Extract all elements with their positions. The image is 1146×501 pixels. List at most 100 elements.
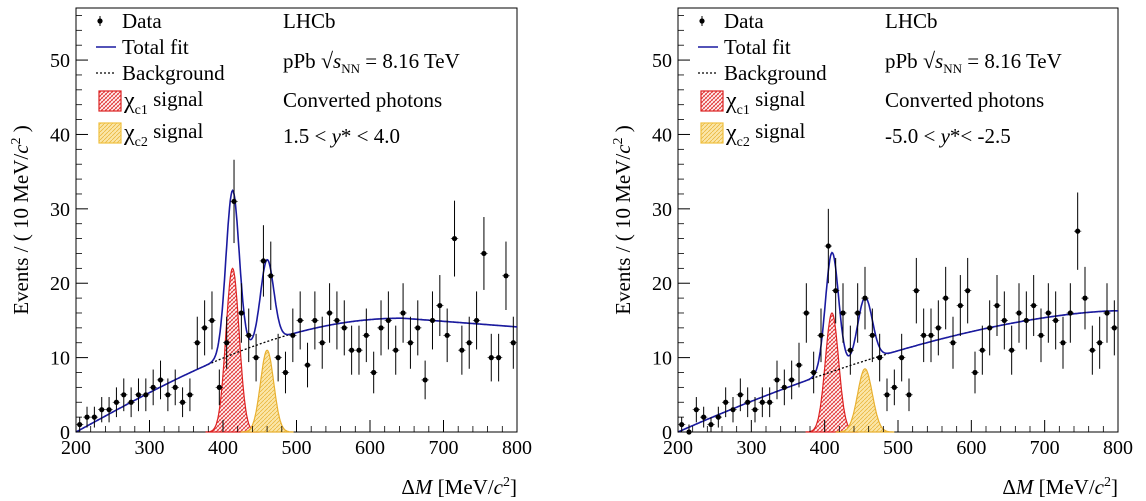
data-point — [481, 250, 487, 257]
data-point — [429, 317, 436, 324]
data-point — [275, 355, 281, 361]
data-point — [781, 384, 787, 390]
background-curve — [677, 310, 1118, 433]
data-point — [466, 340, 472, 346]
legend-label: Total fit — [724, 35, 791, 59]
y-tick-label: 20 — [652, 273, 672, 295]
legend-marker — [699, 18, 705, 24]
data-point — [1097, 340, 1103, 346]
y-tick-label: 40 — [50, 124, 70, 146]
data-point — [891, 384, 897, 390]
rapidity-range-label: 1.5 < y* < 4.0 — [283, 124, 400, 148]
data-point — [202, 325, 208, 331]
data-point — [899, 355, 905, 361]
chi-c1-signal-fill — [205, 267, 260, 433]
data-point — [444, 332, 450, 338]
data-point — [157, 377, 164, 383]
x-tick-label: 200 — [663, 437, 693, 459]
photon-type-label: Converted photons — [283, 88, 442, 112]
x-axis-title: ΔM [MeV/c2] — [1002, 475, 1118, 499]
data-point — [906, 392, 912, 398]
data-point — [737, 392, 743, 398]
data-point — [708, 421, 714, 428]
data-point — [913, 288, 919, 294]
data-point — [128, 399, 134, 405]
data-point — [789, 377, 795, 383]
data-point — [84, 414, 90, 420]
data-point — [774, 377, 780, 383]
data-point — [1082, 295, 1088, 301]
data-point — [451, 235, 458, 242]
legend-fill-swatch — [98, 90, 122, 112]
data-point — [510, 340, 516, 346]
data-point — [165, 392, 171, 398]
data-point — [723, 399, 729, 405]
data-point — [877, 355, 883, 361]
total-fit-curve — [75, 189, 518, 433]
x-tick-label: 300 — [135, 437, 165, 459]
y-tick-label: 10 — [50, 348, 70, 370]
data-point — [326, 310, 333, 316]
y-tick-label: 50 — [50, 50, 70, 72]
experiment-label: LHCb — [885, 9, 938, 33]
data-point — [1038, 332, 1044, 338]
data-point — [979, 347, 985, 353]
data-point — [796, 362, 802, 368]
data-point — [884, 392, 890, 398]
data-point — [172, 384, 178, 390]
data-point — [334, 317, 340, 324]
x-tick-label: 800 — [1103, 437, 1133, 459]
chi-c2-signal-fill — [240, 349, 294, 433]
data-point — [767, 399, 773, 405]
data-point — [943, 295, 949, 301]
data-point — [356, 347, 362, 353]
y-tick-label: 10 — [652, 348, 672, 370]
data-point — [393, 347, 399, 353]
data-point — [385, 317, 391, 324]
legend-label: Background — [724, 61, 827, 85]
data-point — [972, 369, 978, 376]
data-point — [99, 407, 105, 413]
data-point — [319, 340, 325, 346]
energy-label: pPb √sNN = 8.16 TeV — [283, 48, 460, 76]
data-point — [701, 414, 707, 420]
photon-type-label: Converted photons — [885, 88, 1044, 112]
legend-label: χc2 signal — [123, 119, 203, 150]
legend-label: Data — [724, 9, 764, 33]
data-point — [752, 407, 758, 413]
data-point — [246, 332, 252, 338]
data-point — [415, 325, 421, 331]
data-point — [363, 332, 369, 338]
data-point — [715, 414, 721, 420]
data-point — [965, 288, 971, 294]
data-point — [950, 340, 956, 346]
data-point — [833, 288, 839, 294]
data-point — [825, 243, 831, 249]
data-point — [238, 310, 244, 316]
data-point — [1023, 317, 1029, 324]
data-point — [847, 347, 853, 353]
data-point — [290, 332, 296, 338]
data-point — [121, 392, 127, 398]
data-point — [745, 399, 751, 405]
chart-panel-right: 200 300 400 500 600 700 800 0 10 20 30 40 50 ΔM [MeV/… — [611, 7, 1133, 499]
legend-fill-swatch — [700, 90, 724, 112]
data-point — [1009, 347, 1015, 353]
data-point — [187, 392, 193, 398]
x-tick-label: 700 — [1030, 437, 1060, 459]
data-point — [91, 414, 97, 420]
x-tick-label: 200 — [61, 437, 91, 459]
data-point — [135, 392, 142, 398]
x-axis-title: ΔM [MeV/c2] — [401, 475, 517, 499]
data-point — [231, 198, 237, 205]
legend-fill-swatch — [98, 122, 122, 144]
legend-label: Data — [122, 9, 162, 33]
data-point — [1111, 325, 1117, 331]
data-point — [437, 302, 443, 309]
legend-label: χc1 signal — [123, 87, 203, 118]
data-point — [679, 421, 685, 428]
total-fit-curve — [677, 251, 1118, 433]
x-tick-label: 500 — [883, 437, 913, 459]
y-tick-label: 50 — [652, 50, 672, 72]
data-point — [194, 340, 200, 346]
